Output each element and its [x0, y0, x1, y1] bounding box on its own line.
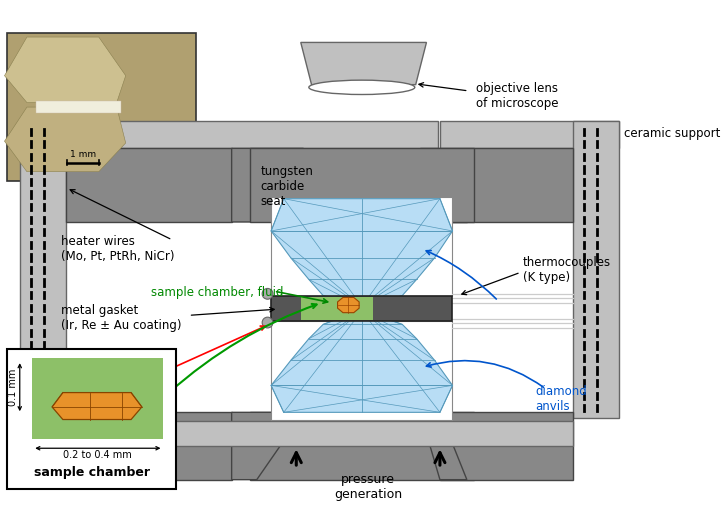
- Text: diamond
anvils: diamond anvils: [535, 385, 587, 413]
- Bar: [36, 101, 121, 113]
- Bar: [66, 421, 573, 446]
- Bar: [301, 296, 373, 320]
- Bar: [573, 121, 619, 418]
- Bar: [66, 121, 438, 148]
- Polygon shape: [271, 311, 453, 412]
- Text: ceramic support: ceramic support: [624, 127, 721, 140]
- Bar: [250, 412, 474, 480]
- Polygon shape: [271, 198, 453, 306]
- Text: metal gasket
(Ir, Re ± Au coating): metal gasket (Ir, Re ± Au coating): [61, 304, 181, 332]
- Bar: [32, 359, 163, 439]
- Polygon shape: [440, 412, 573, 480]
- Text: heater wires
(Mo, Pt, PtRh, NiCr): heater wires (Mo, Pt, PtRh, NiCr): [61, 235, 175, 263]
- Ellipse shape: [309, 80, 414, 95]
- Text: objective lens
of microscope: objective lens of microscope: [476, 82, 558, 110]
- Circle shape: [262, 288, 273, 299]
- Polygon shape: [4, 107, 126, 172]
- Text: pressure
generation: pressure generation: [334, 473, 402, 501]
- Bar: [271, 321, 453, 420]
- Polygon shape: [440, 148, 573, 222]
- Text: 0.2 to 0.4 mm: 0.2 to 0.4 mm: [64, 450, 132, 460]
- Text: tungsten
carbide
seat: tungsten carbide seat: [261, 165, 313, 209]
- Bar: [440, 121, 619, 148]
- Polygon shape: [232, 412, 303, 480]
- Bar: [271, 197, 453, 296]
- Bar: [250, 148, 474, 222]
- Polygon shape: [52, 393, 142, 420]
- Text: sample chamber, fluid: sample chamber, fluid: [151, 286, 283, 298]
- Circle shape: [262, 317, 273, 328]
- Polygon shape: [232, 148, 303, 222]
- Polygon shape: [4, 37, 126, 103]
- Bar: [19, 121, 66, 418]
- Polygon shape: [420, 412, 467, 480]
- Text: 0.1 mm: 0.1 mm: [8, 369, 18, 406]
- Polygon shape: [66, 412, 232, 480]
- Polygon shape: [66, 148, 232, 222]
- Bar: [271, 296, 453, 321]
- Bar: [7, 350, 176, 489]
- Polygon shape: [338, 297, 359, 313]
- Bar: [7, 34, 196, 181]
- Text: 1 mm: 1 mm: [69, 150, 95, 159]
- Polygon shape: [420, 148, 467, 222]
- Polygon shape: [301, 43, 427, 85]
- Text: pressure
sensor
(e.g.,
quartz): pressure sensor (e.g., quartz): [108, 375, 159, 433]
- Text: sample chamber: sample chamber: [34, 466, 149, 479]
- Text: thermocouples
(K type): thermocouples (K type): [523, 256, 611, 285]
